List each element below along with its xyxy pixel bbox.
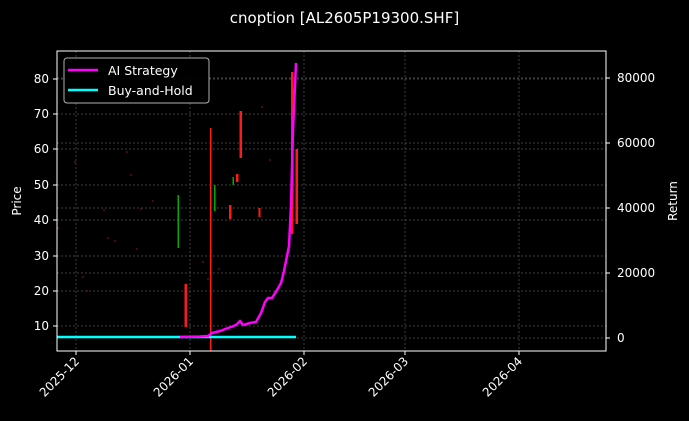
left-tick: 30 [34,249,49,263]
right-tick: 40000 [617,201,655,215]
legend: AI Strategy Buy-and-Hold [63,57,210,104]
left-tick: 80 [34,72,49,86]
right-tick: 60000 [617,136,655,150]
chart-title: cnoption [AL2605P19300.SHF] [229,9,460,27]
legend-label-buy-hold: Buy-and-Hold [108,83,193,98]
x-tick: 2026-04 [480,354,525,399]
left-tick: 10 [34,319,49,333]
right-tick: 20000 [617,266,655,280]
x-tick: 2025-12 [37,354,82,399]
grid [57,51,606,351]
x-tick: 2026-01 [151,354,196,399]
left-tick: 40 [34,213,49,227]
left-axis [53,78,57,327]
left-tick: 60 [34,142,49,156]
left-axis-label: Price [10,186,24,215]
ai-strategy-line [179,62,298,339]
x-tick: 2026-02 [265,354,310,399]
right-axis-label: Return [666,181,680,221]
right-tick: 0 [617,331,625,345]
legend-label-strategy: AI Strategy [108,63,178,78]
left-tick: 70 [34,107,49,121]
right-axis [606,77,610,339]
left-tick: 50 [34,178,49,192]
left-tick: 20 [34,284,49,298]
x-tick: 2026-03 [366,354,411,399]
faint-markers [57,106,271,292]
plot-frame [56,50,607,352]
right-tick: 80000 [617,71,655,85]
x-axis [75,351,520,355]
